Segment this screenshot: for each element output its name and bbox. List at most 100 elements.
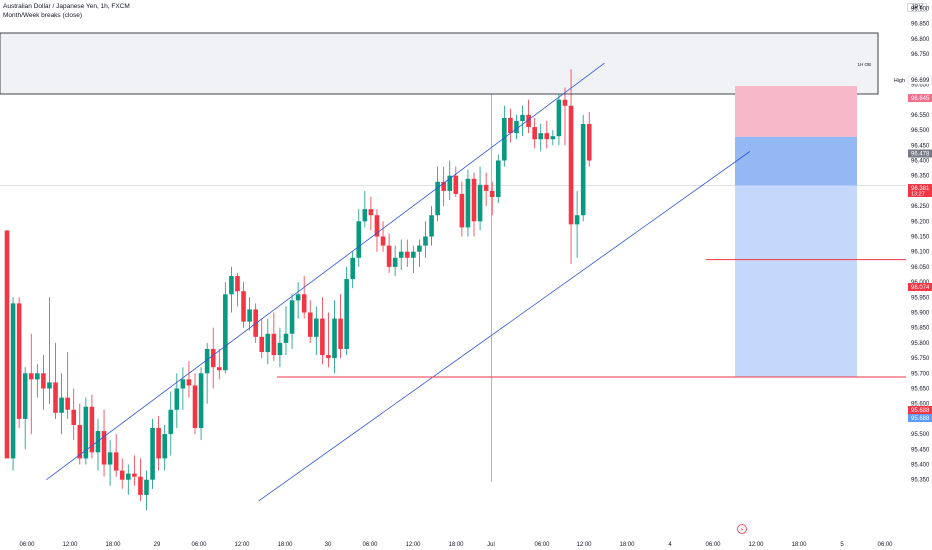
candle-body [259,336,265,353]
price-tick-label: 96.750 [911,52,930,58]
candle-body [338,318,343,349]
drawings-layer[interactable] [46,62,906,502]
candle-body [471,178,477,222]
candle-body [10,303,16,459]
candle-body [53,382,58,413]
currency-button[interactable]: JPY [907,3,927,12]
price-tick-label: 95.600 [911,402,930,408]
candle-body [156,428,161,459]
event-marker[interactable]: ⚡ [737,524,747,534]
price-tick-label: 96.650 [911,83,930,89]
price-tag-value: 96.478 [911,152,930,158]
candle-body [113,452,119,471]
price-tick-label: 96.100 [911,250,930,256]
open-profit-zone[interactable] [735,136,857,186]
candle-body [186,379,192,386]
position-tool-layer[interactable] [735,86,857,377]
price-tag-value: 96.381 [911,186,930,192]
candle-body [441,181,446,191]
candle-body [574,215,580,225]
price-tag-value: 96.645 [911,96,930,102]
candle-body [417,245,422,252]
candle-body [59,397,64,413]
price-axis[interactable]: 96.90096.85096.80096.75096.65096.60096.5… [911,7,930,484]
candle-body [307,312,313,337]
time-tick-label: 5 [840,542,844,548]
candle-body [404,251,410,258]
candle-body [386,245,392,267]
candles-layer [4,69,592,511]
candle-body [132,473,137,477]
price-tick-label: 96.350 [911,174,930,180]
candle-body [380,236,386,246]
channel-line-lower[interactable] [258,151,751,502]
indicator-title[interactable]: Month/Week breaks (close) [3,12,82,19]
candle-body [168,409,174,435]
price-tick-label: 95.800 [911,341,930,347]
price-tag-level [908,283,932,291]
candle-body [374,215,380,237]
candle-body [495,160,501,197]
price-tick-label: 96.550 [911,113,930,119]
price-tag-plain [907,75,932,85]
candle-body [314,318,319,337]
candle-body [320,318,325,356]
symbol-title[interactable]: Australian Dollar / Japanese Yen, 1h, FX… [3,3,130,10]
candle-body [235,276,240,292]
candle-body [47,382,52,389]
candle-body [447,175,453,191]
candle-body [71,409,77,425]
candle-body [138,476,143,495]
time-tick-label: 12:00 [576,542,592,548]
time-axis[interactable]: 06:00 12:00 18:00 29 06:00 12:00 18:00 30 06:00 1… [19,542,893,548]
stop-loss-zone[interactable] [735,86,857,137]
price-tag-countdown: 13:27 [911,192,925,198]
candle-body [526,114,531,128]
price-tag-target [908,414,932,422]
candle-body [301,294,307,313]
price-tick-label: 95.500 [911,432,930,438]
time-tick-label: 06:00 [877,542,893,548]
candle-body [580,124,586,216]
candle-body [28,373,34,380]
time-tick-label: 29 [154,542,161,548]
price-tag-value: 96.074 [911,285,930,291]
price-tick-label: 96.150 [911,235,930,241]
candle-body [77,424,83,459]
candle-body [586,124,592,161]
price-tick-label: 95.450 [911,447,930,453]
candle-body [223,294,228,371]
price-tick-label: 95.750 [911,356,930,362]
take-profit-zone[interactable] [735,185,857,377]
candle-body [198,373,204,429]
candle-body [229,276,234,295]
time-tick-label: 12:00 [62,542,78,548]
time-tick-label: 18:00 [619,542,635,548]
candle-body [192,385,198,429]
candle-body [326,355,331,359]
price-tick-label: 95.950 [911,295,930,301]
candle-body [295,294,301,301]
candle-body [362,209,368,222]
candle-body [477,184,483,222]
time-tick-label: 18:00 [105,542,121,548]
candle-body [508,117,513,134]
candle-body [556,99,562,137]
candle-body [550,136,556,140]
time-tick-label: 30 [325,542,332,548]
time-tick-label: 06:00 [362,542,378,548]
price-tick-label: 96.450 [911,143,930,149]
candle-body [16,303,22,419]
candle-body [423,236,428,246]
order-block-layer: 1H OB [0,32,879,95]
candle-body [204,348,210,374]
price-tick-label: 95.900 [911,311,930,317]
channel-line-upper[interactable] [46,62,605,481]
order-block-box[interactable] [0,32,879,95]
candle-body [332,318,337,359]
price-tick-label: 96.500 [911,128,930,134]
candle-body [150,428,155,480]
candle-body [101,431,107,465]
